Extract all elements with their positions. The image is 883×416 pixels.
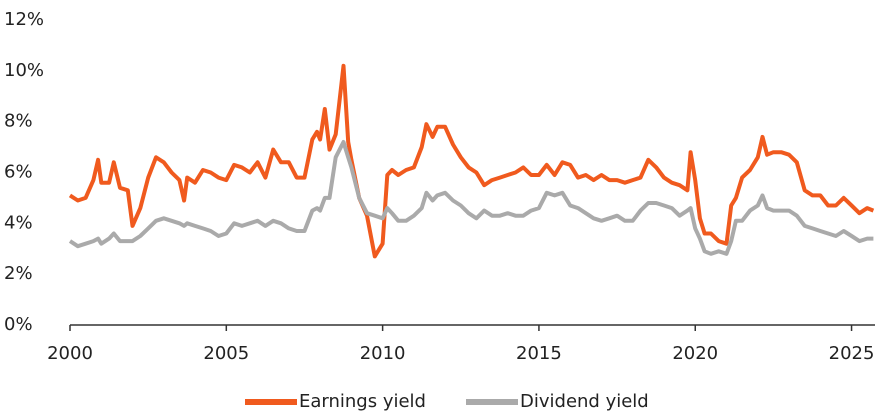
x-tick-label: 2020 — [672, 343, 718, 364]
y-tick-label: 10% — [4, 60, 44, 81]
x-tick-label: 2015 — [516, 343, 562, 364]
y-tick-label: 8% — [4, 111, 33, 132]
y-tick-label: 12% — [4, 9, 44, 30]
x-tick-label: 2005 — [203, 343, 249, 364]
series-line — [68, 63, 875, 259]
x-tick-label: 2000 — [47, 343, 93, 364]
y-tick-label: 6% — [4, 162, 33, 183]
series-line — [68, 140, 874, 256]
x-tick-label: 2010 — [360, 343, 406, 364]
y-tick-label: 0% — [4, 314, 33, 335]
x-tick-label: 2025 — [829, 343, 875, 364]
y-tick-label: 4% — [4, 212, 33, 233]
y-tick-label: 2% — [4, 263, 33, 284]
legend-label: Dividend yield — [520, 391, 649, 412]
legend-label: Earnings yield — [299, 391, 426, 412]
